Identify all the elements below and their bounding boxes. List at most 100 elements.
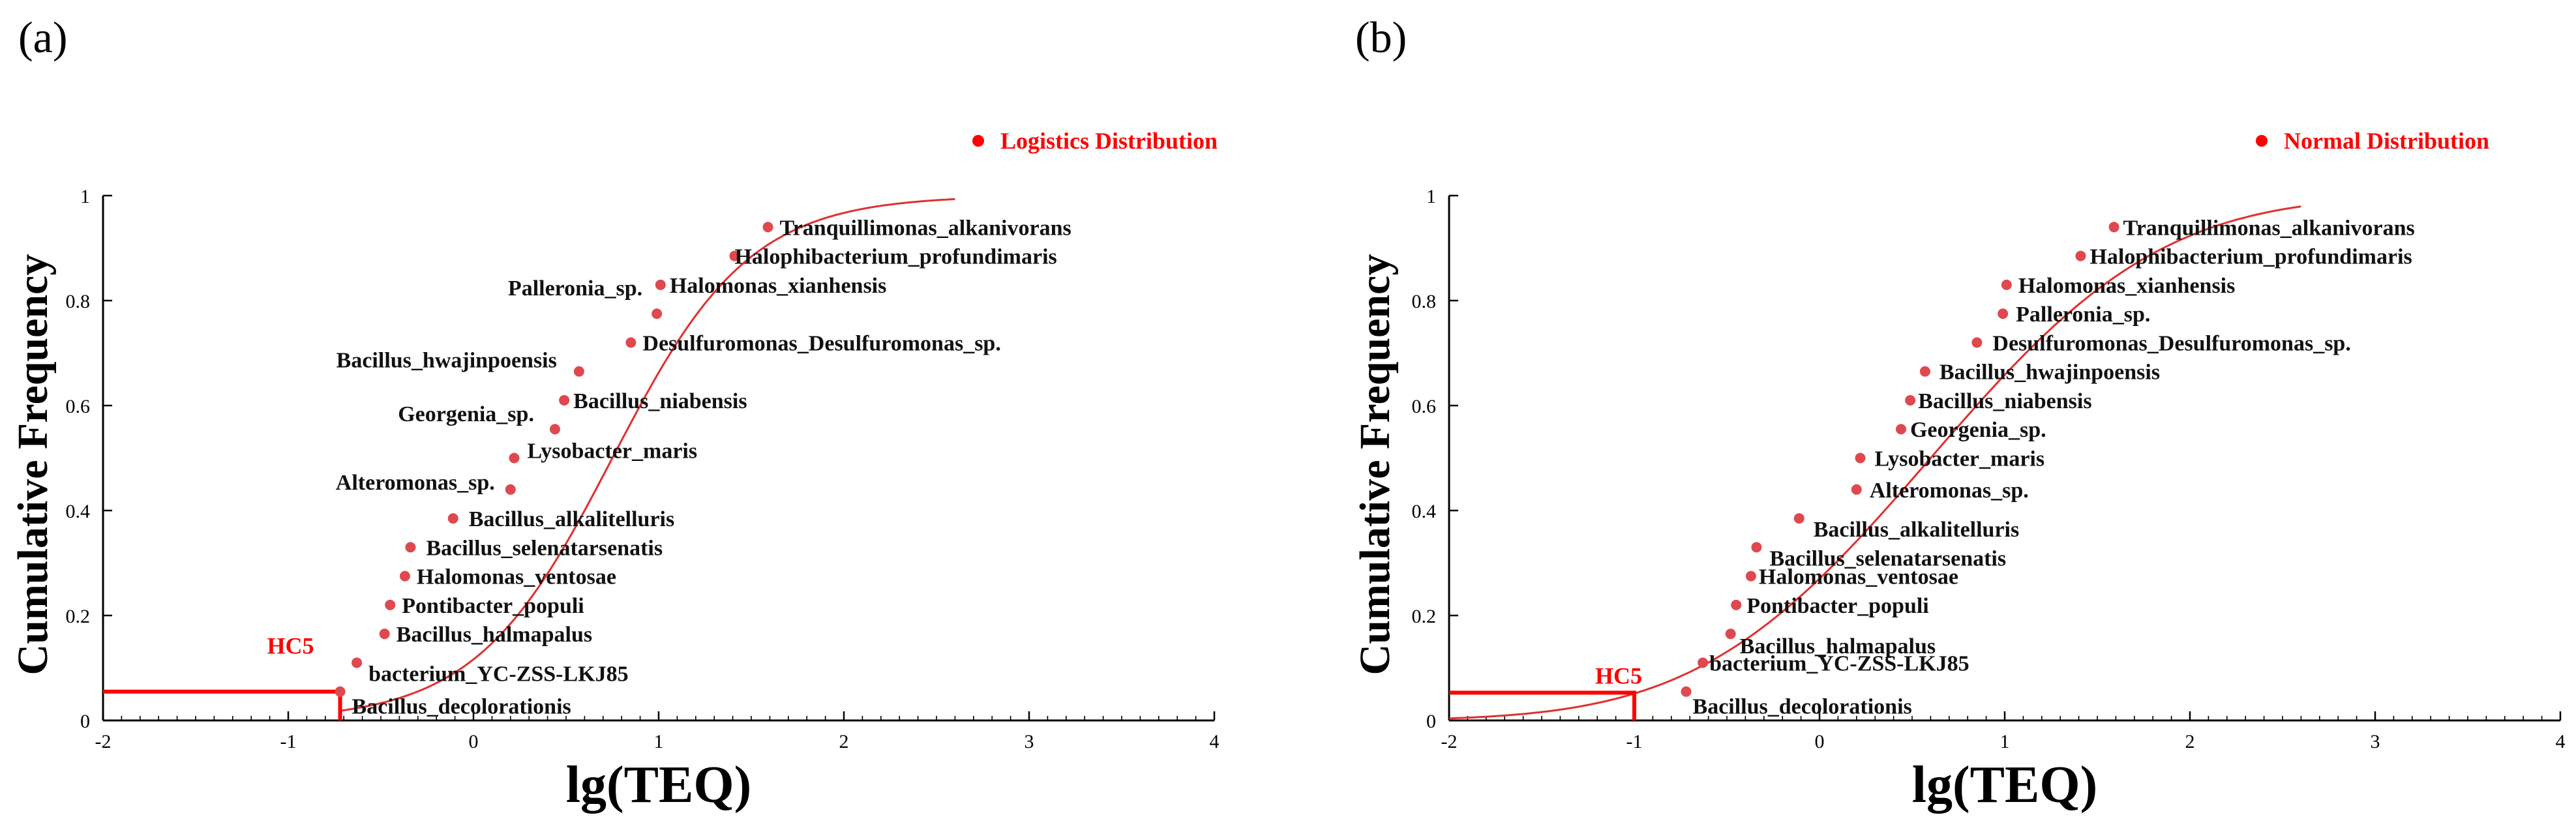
species-label: Halomonas_xianhensis (670, 274, 887, 298)
data-point (352, 657, 363, 668)
species-label: Lysobacter_maris (527, 439, 697, 464)
y-tick-label: 1 (1426, 186, 1436, 207)
y-tick-label: 0.2 (1412, 606, 1437, 627)
x-tick-label: -1 (1626, 731, 1643, 752)
x-tick-label: 0 (1815, 731, 1825, 752)
x-tick-label: 0 (469, 731, 479, 752)
species-label: Bacillus_halmapalus (397, 623, 592, 647)
x-tick-label: -1 (280, 731, 297, 752)
x-tick-label: 3 (2371, 731, 2380, 752)
species-label: Bacillus_alkalitelluris (469, 507, 674, 531)
species-label: Tranquillimonas_alkanivorans (780, 216, 1071, 240)
data-point (1698, 657, 1709, 668)
data-point (559, 394, 570, 406)
species-label: Georgenia_sp. (1910, 418, 2046, 442)
data-point (2108, 222, 2119, 233)
panel-label: (a) (18, 12, 67, 62)
data-point (729, 250, 740, 261)
fitted-curve (340, 198, 955, 712)
species-label: Desulfuromonas_Desulfuromonas_sp. (1992, 331, 2350, 355)
data-point (335, 686, 346, 697)
data-point (1971, 337, 1983, 348)
x-tick-label: 4 (2556, 731, 2566, 752)
data-point (573, 366, 584, 377)
data-point (399, 571, 410, 582)
y-tick-label: 0.6 (1412, 396, 1437, 417)
data-point (405, 542, 416, 553)
legend-marker (2256, 135, 2268, 147)
hc5-label: HC5 (1595, 662, 1642, 689)
data-point (625, 337, 637, 348)
data-point (1895, 424, 1906, 435)
data-point (651, 308, 663, 319)
species-label: Bacillus_niabensis (573, 389, 747, 413)
x-tick-label: -2 (95, 731, 112, 752)
data-point (447, 513, 458, 524)
y-tick-label: 0.2 (66, 606, 91, 627)
species-label: Desulfuromonas_Desulfuromonas_sp. (642, 331, 1000, 355)
species-label: Bacillus_selenatarsenatis (1769, 546, 2006, 571)
hc5-label: HC5 (267, 633, 314, 659)
hc5-marker (103, 689, 342, 720)
data-point (1745, 571, 1756, 582)
species-label: Pontibacter_populi (1746, 594, 1929, 618)
y-tick-label: 1 (80, 186, 90, 207)
data-point (1681, 686, 1692, 697)
x-tick-label: 3 (1025, 731, 1034, 752)
species-label: Bacillus_hwajinpoensis (337, 349, 557, 373)
x-axis-title: lg(TEQ) (566, 756, 751, 814)
data-point (379, 629, 390, 640)
species-label: Georgenia_sp. (398, 402, 534, 426)
species-label: Bacillus_selenatarsenatis (426, 536, 663, 560)
species-label: Halomonas_xianhensis (2018, 274, 2236, 298)
species-label: Bacillus_decolorationis (352, 695, 571, 719)
data-point (1905, 394, 1916, 406)
species-label: Palleronia_sp. (508, 276, 642, 301)
panel-b: (b) -2 -1 0 1 2 3 4 0 0.2 0.4 0.6 0.8 1 lg(TEQ) Cumulat… (1351, 12, 2566, 814)
x-tick-label: 4 (1210, 731, 1220, 752)
species-label: Halomonas_ventosae (417, 565, 616, 589)
species-label: Halophibacterium_profundimaris (734, 245, 1056, 269)
species-label: Bacillus_alkalitelluris (1814, 518, 2019, 542)
species-label: Bacillus_hwajinpoensis (1939, 361, 2160, 385)
y-axis-title: Cumulative Frequency (9, 254, 57, 675)
panel-a: (a) -2 -1 0 1 2 3 4 0 0.2 0.4 0.6 0.8 1 lg(TEQ) Cumulat… (9, 12, 1220, 814)
data-point (1793, 513, 1805, 524)
species-label: Halophibacterium_profundimaris (2089, 245, 2412, 269)
species-label: Bacillus_halmapalus (1740, 634, 1936, 659)
data-point (385, 599, 396, 610)
species-label: Alteromonas_sp. (1870, 479, 2029, 503)
y-tick-label: 0 (80, 711, 90, 732)
species-label: Palleronia_sp. (2016, 303, 2150, 327)
species-label: bacterium_YC-ZSS-LKJ85 (1709, 651, 1969, 675)
species-label: Pontibacter_populi (402, 594, 584, 618)
data-point (505, 484, 516, 495)
species-label: Alteromonas_sp. (336, 471, 495, 495)
data-point (762, 222, 773, 233)
data-point (1998, 308, 2009, 319)
data-point (549, 424, 560, 435)
species-label: Halomonas_ventosae (1759, 565, 1958, 589)
data-point (1919, 366, 1930, 377)
y-tick-label: 0.8 (66, 291, 91, 312)
legend-marker (972, 135, 984, 147)
species-label: bacterium_YC-ZSS-LKJ85 (368, 662, 629, 686)
species-label: Bacillus_decolorationis (1693, 695, 1912, 719)
data-point (1851, 484, 1862, 495)
x-tick-label: 1 (2000, 731, 2010, 752)
x-tick-label: -2 (1441, 731, 1458, 752)
legend-label: Logistics Distribution (1000, 128, 1218, 154)
y-axis-title: Cumulative Frequency (1351, 254, 1399, 675)
data-point (1855, 452, 1866, 464)
legend-label: Normal Distribution (2284, 128, 2489, 154)
panel-label: (b) (1355, 12, 1407, 62)
y-tick-label: 0.4 (1412, 501, 1437, 522)
species-label: Tranquillimonas_alkanivorans (2123, 216, 2415, 240)
data-point (1731, 599, 1742, 610)
data-point (655, 279, 666, 290)
data-point (1751, 542, 1762, 553)
data-point (2075, 250, 2086, 261)
x-axis-title: lg(TEQ) (1912, 756, 2097, 814)
species-label: Bacillus_niabensis (1918, 389, 2091, 413)
